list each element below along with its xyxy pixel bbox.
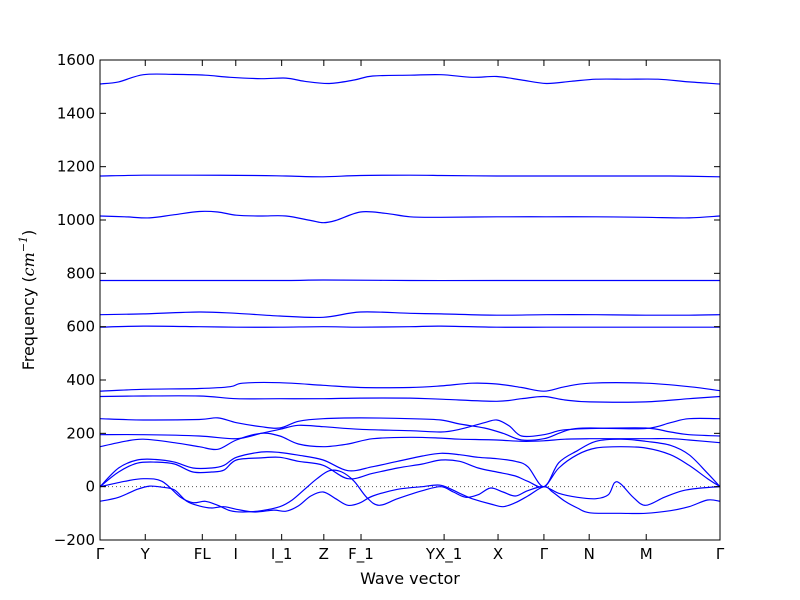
branch-line-13 — [100, 446, 720, 488]
x-tick-label: Γ — [716, 545, 725, 563]
y-tick-label: 0 — [85, 478, 95, 496]
y-tick-label: −200 — [54, 531, 95, 549]
branch-line-2 — [100, 174, 720, 178]
branch-line-11 — [100, 432, 720, 451]
y-axis-title-exponent: −1 — [17, 236, 30, 252]
x-tick-label: N — [584, 545, 595, 563]
y-tick-label: 1000 — [57, 211, 95, 229]
y-axis-title-prefix: Frequency ( — [19, 276, 38, 370]
branch-line-8 — [100, 395, 720, 403]
x-tick-label: Γ — [540, 545, 549, 563]
dispersion-branches — [100, 73, 720, 515]
y-tick-label: 1200 — [57, 158, 95, 176]
plot-frame — [99, 59, 721, 541]
branch-line-14 — [100, 484, 720, 515]
branch-line-12 — [100, 438, 720, 488]
y-tick-label: 1600 — [57, 51, 95, 69]
y-axis-title: Frequency (cm−1) — [17, 230, 38, 371]
x-tick-label: YX_1 — [425, 545, 462, 564]
y-axis-ticks: −200 0 200 400 600 800 1000 1200 1400 1600 — [54, 51, 720, 549]
y-tick-label: 400 — [66, 371, 95, 389]
y-tick-label: 1400 — [57, 104, 95, 122]
branch-line-1 — [100, 73, 720, 85]
y-axis-title-unit: cm — [19, 252, 38, 276]
branch-line-3 — [100, 210, 720, 224]
y-tick-label: 600 — [66, 318, 95, 336]
x-axis-title: Wave vector — [360, 569, 460, 588]
y-tick-label: 200 — [66, 424, 95, 442]
branch-line-7 — [100, 381, 720, 392]
branch-line-4 — [100, 279, 720, 282]
x-tick-label: Y — [140, 545, 151, 563]
x-tick-label: X — [493, 545, 503, 563]
branch-line-5 — [100, 311, 720, 319]
x-axis-ticks: Γ Y FL I I_1 Z F_1 YX_1 X Γ N M Γ — [96, 60, 725, 564]
branch-line-10 — [100, 419, 720, 440]
branch-line-6 — [100, 325, 720, 328]
x-tick-label: F_1 — [348, 545, 374, 564]
x-tick-label: I_1 — [271, 545, 292, 564]
x-tick-label: Γ — [96, 545, 105, 563]
x-tick-label: FL — [194, 545, 212, 563]
y-tick-label: 800 — [66, 264, 95, 282]
branch-line-15 — [100, 469, 720, 513]
y-axis-title-suffix: ) — [19, 230, 38, 236]
x-tick-label: M — [640, 545, 653, 563]
x-tick-label: Z — [319, 545, 329, 563]
x-tick-label: I — [234, 545, 238, 563]
